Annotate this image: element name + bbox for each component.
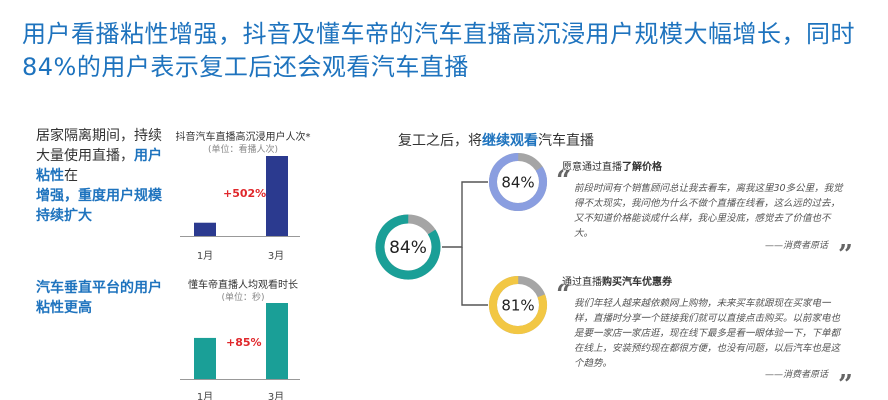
reason1-head-highlight: 了解价格 — [622, 162, 662, 173]
donut-coupon-value-label: 81% — [501, 296, 534, 314]
chart2-unit: (单位：秒) — [221, 293, 265, 303]
left-note-1: 居家隔离期间，持续大量使用直播，用户粘性在增强，重度用户规模持续扩大 — [36, 126, 166, 226]
chart1-xlabel-mar: 3月 — [267, 251, 285, 262]
chart2-xlabel-jan: 1月 — [196, 392, 214, 400]
donut-diagram: 84% 84% 81% — [375, 153, 547, 334]
chart1-plot — [180, 156, 300, 237]
left-note-1-a: 居家隔离期间，持续大量使用直播， — [36, 128, 162, 164]
resume-suffix: 汽车直播 — [538, 133, 594, 149]
chart2-plot — [180, 303, 300, 380]
left-note-1-b: 用户粘性 — [36, 148, 162, 184]
donut-price-value-arc — [489, 153, 547, 211]
quote-open-icon: “ — [556, 280, 571, 310]
reason1-heading: 愿意通过直播了解价格 — [562, 158, 662, 173]
page-title: 用户看播粘性增强，抖音及懂车帝的汽车直播高沉浸用户规模大幅增长，同时84%的用户… — [22, 20, 855, 81]
reason2-head-highlight: 购买汽车优惠券 — [602, 277, 672, 288]
donut-price-value-label: 84% — [501, 173, 534, 191]
quote-open-icon: “ — [556, 166, 571, 196]
connector-bottom — [461, 247, 488, 306]
resume-prefix: 复工之后，将 — [398, 133, 482, 149]
chart1-bar-1 — [194, 222, 216, 236]
reason1-quote: 前段时间有个销售顾问总让我去看车，离我这里30多公里，我觉得不太现实，我问他为什… — [574, 183, 843, 239]
left-note-1-c: 在 — [64, 168, 78, 184]
resume-highlight: 继续观看 — [482, 133, 538, 149]
left-note-2: 汽车垂直平台的用户粘性更高 — [36, 280, 162, 316]
connector-top — [442, 181, 488, 248]
quote-close-icon: ” — [838, 370, 853, 400]
chart2-growth-label: +85% — [226, 336, 262, 349]
reason2-heading: 通过直播购买汽车优惠券 — [562, 273, 672, 288]
chart1-bar-2 — [266, 156, 288, 236]
reason2-quote: 我们年轻人越来越依赖网上购物，未来买车就跟现在买家电一样，直播时分享一个链接我们… — [574, 298, 841, 369]
chart1-growth-label: +502% — [223, 187, 267, 200]
chart2-bar-1 — [194, 337, 216, 379]
chart2-title: 懂车帝直播人均观看时长 — [188, 280, 298, 291]
chart2-xlabel-mar: 3月 — [267, 392, 285, 400]
left-note-1-d: 增强，重度用户规模持续扩大 — [36, 188, 162, 224]
chart2-bar-2 — [266, 303, 288, 379]
reason1-head-prefix: 愿意通过直播 — [562, 162, 622, 173]
chart1-xlabel-jan: 1月 — [196, 251, 214, 262]
reason1-signature: ——消费者原话 — [765, 241, 829, 251]
quote-close-icon: ” — [838, 240, 853, 270]
chart1-title: 抖音汽车直播高沉浸用户人次* — [175, 132, 311, 143]
donut-main-value-label: 84% — [389, 238, 427, 258]
donut-main-value-arc — [375, 214, 441, 280]
chart1-unit: (单位：看播人次) — [207, 145, 279, 155]
reason2-signature: ——消费者原话 — [765, 370, 829, 380]
resume-heading: 复工之后，将继续观看汽车直播 — [398, 130, 594, 150]
reason2-head-prefix: 通过直播 — [562, 277, 602, 288]
